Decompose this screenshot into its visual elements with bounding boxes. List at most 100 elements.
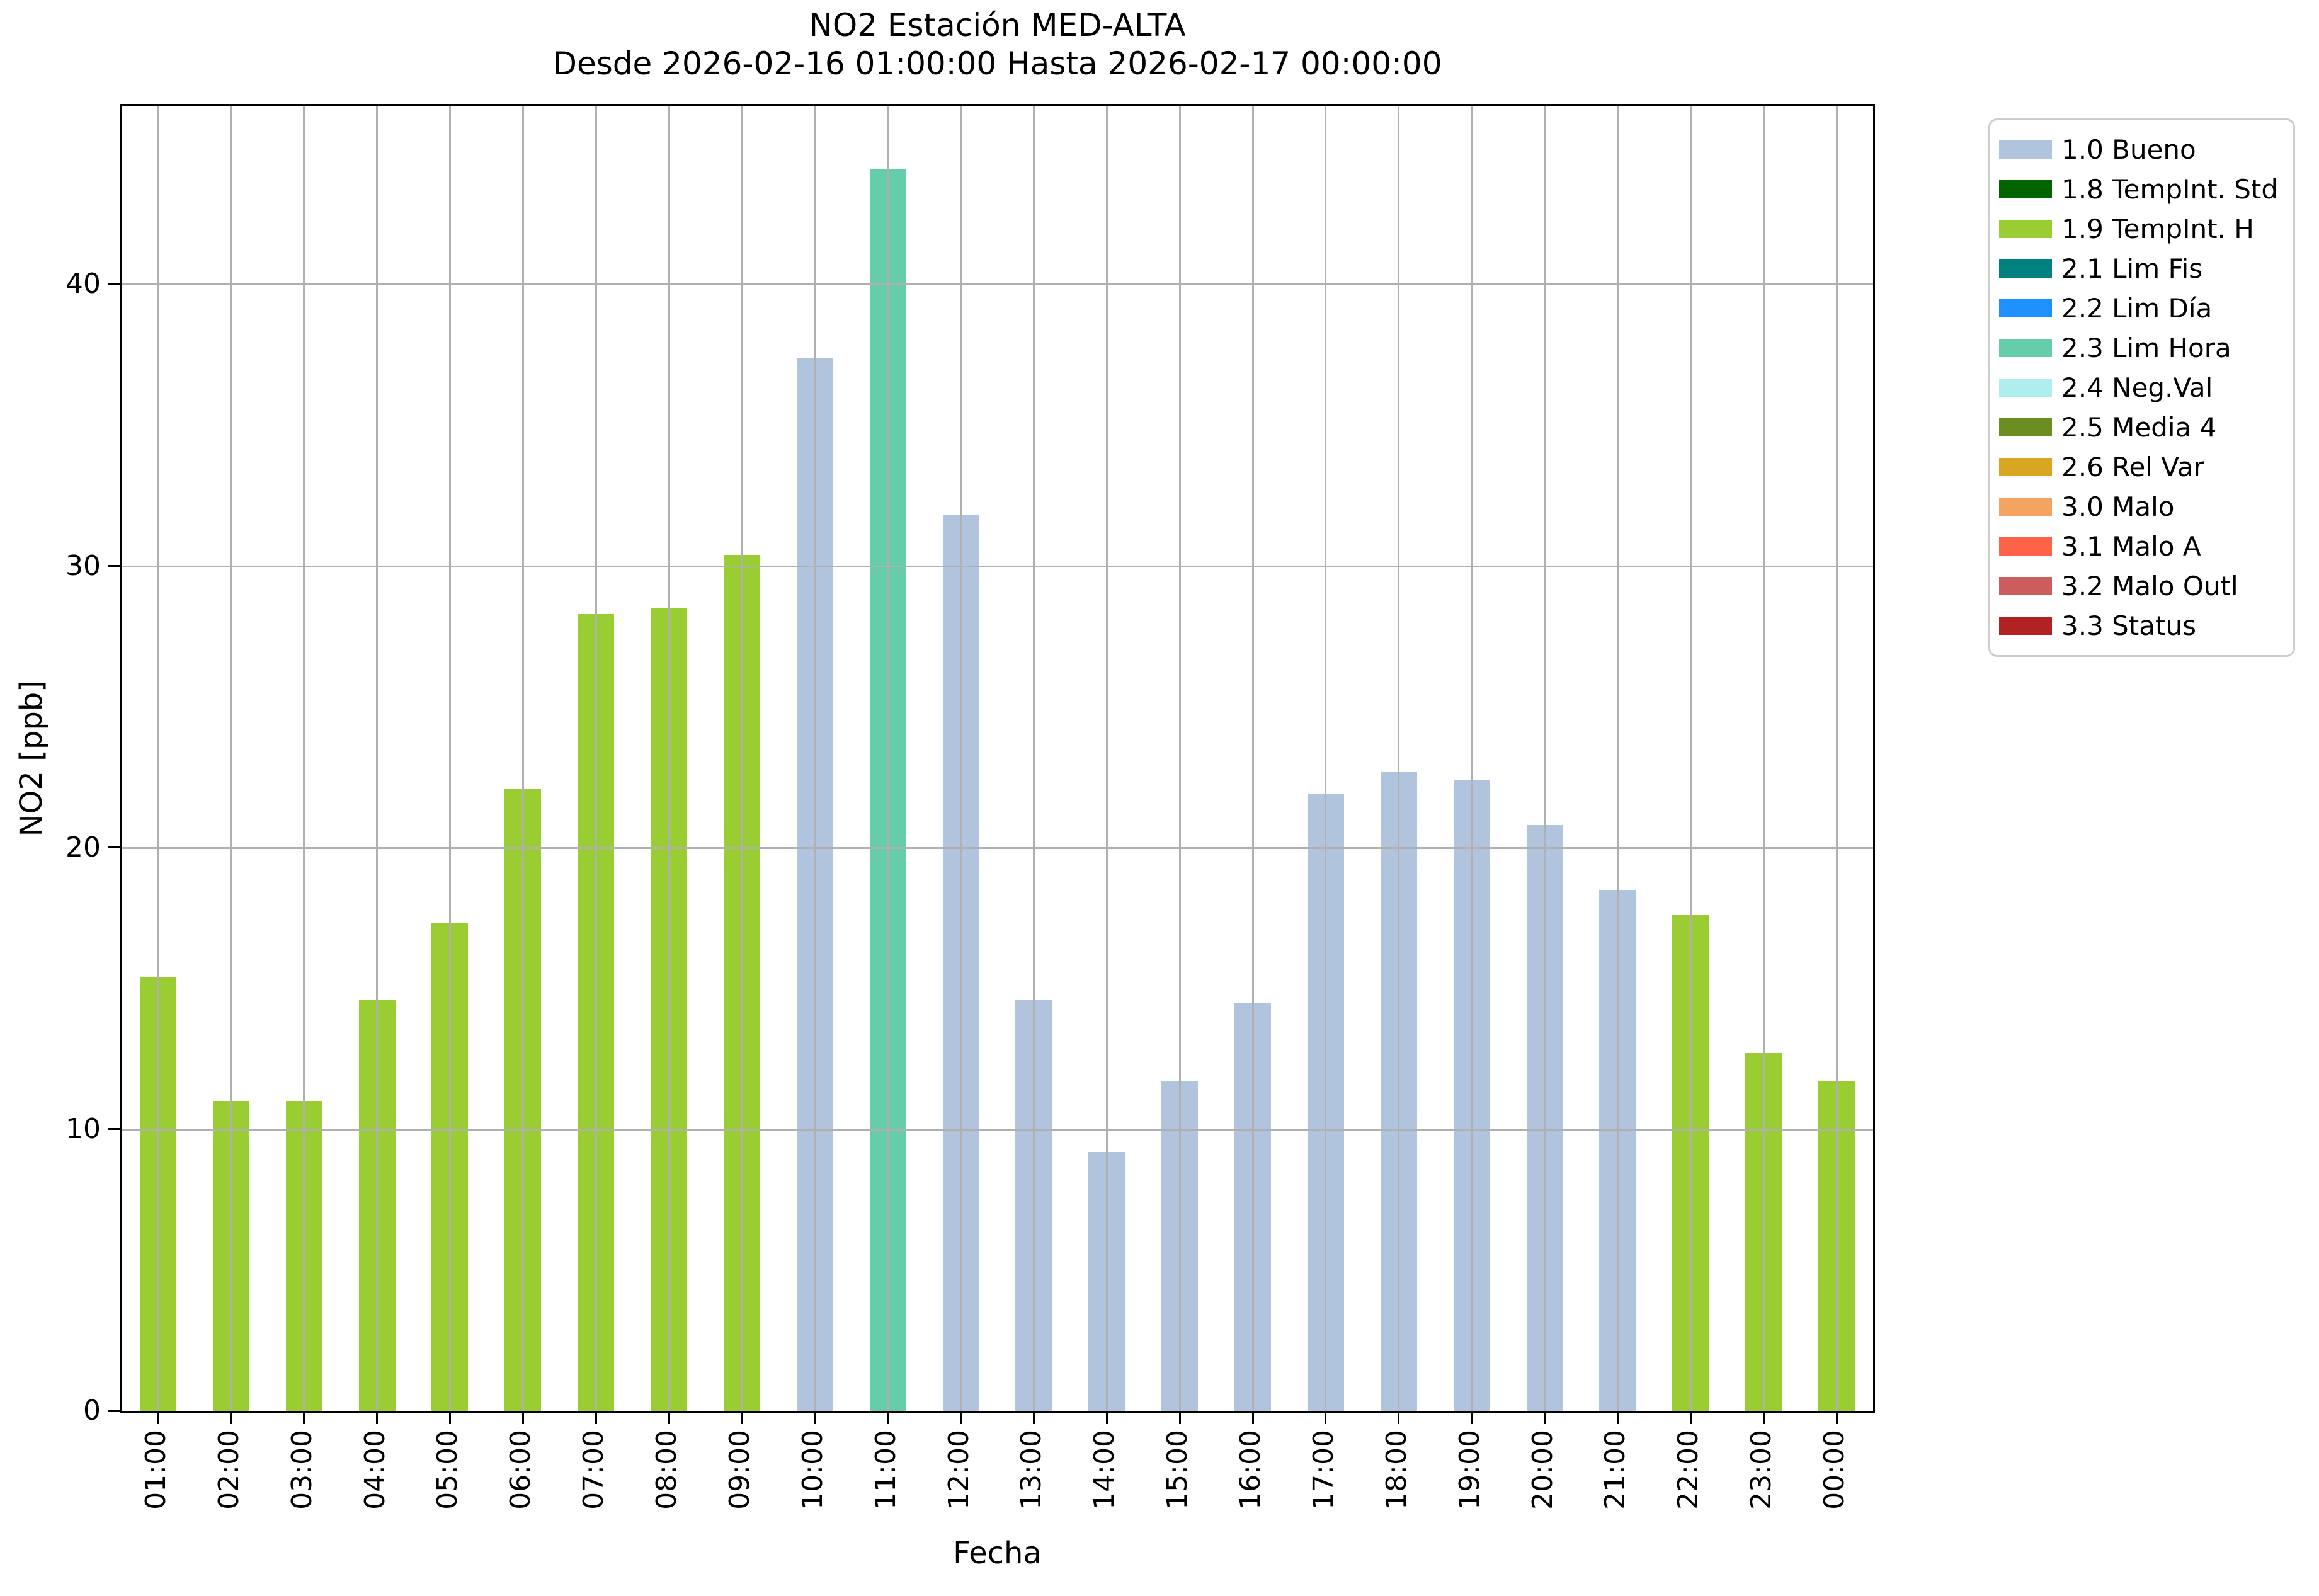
- legend: 1.0 Bueno 1.8 TempInt. Std 1.9 TempInt. H 2…: [1988, 118, 2295, 657]
- gridline-x-17:00: [1325, 106, 1327, 1411]
- gridline-x-15:00: [1178, 106, 1181, 1411]
- chart-title-block: NO2 Estación MED-ALTA Desde 2026-02-16 01…: [120, 6, 1875, 83]
- x-tick-label-01:00: 01:00: [139, 1430, 172, 1510]
- x-tick-19:00: [1471, 1413, 1473, 1424]
- gridline-x-09:00: [741, 106, 743, 1411]
- legend-label: 2.6 Rel Var: [2061, 452, 2204, 482]
- gridline-x-21:00: [1616, 106, 1619, 1411]
- x-tick-label-00:00: 00:00: [1818, 1430, 1851, 1510]
- legend-swatch-icon: [1999, 498, 2052, 516]
- x-tick-11:00: [887, 1413, 889, 1424]
- legend-item-2.4-Neg.Val: 2.4 Neg.Val: [1990, 368, 2293, 408]
- gridline-x-18:00: [1398, 106, 1400, 1411]
- x-tick-label-04:00: 04:00: [358, 1430, 391, 1510]
- x-tick-label-03:00: 03:00: [285, 1430, 318, 1510]
- legend-item-1.0-Bueno: 1.0 Bueno: [1990, 130, 2293, 169]
- plot-area: [120, 104, 1875, 1413]
- y-tick-20: [108, 846, 120, 849]
- x-tick-label-11:00: 11:00: [869, 1430, 902, 1510]
- x-tick-14:00: [1105, 1413, 1108, 1424]
- y-tick-label-10: 10: [66, 1112, 101, 1145]
- x-tick-15:00: [1178, 1413, 1181, 1424]
- x-axis-label: Fecha: [953, 1536, 1042, 1571]
- gridline-x-05:00: [448, 106, 451, 1411]
- x-tick-18:00: [1398, 1413, 1400, 1424]
- x-tick-17:00: [1325, 1413, 1327, 1424]
- y-tick-30: [108, 565, 120, 567]
- legend-label: 1.0 Bueno: [2061, 134, 2196, 165]
- gridline-x-08:00: [668, 106, 670, 1411]
- x-tick-label-16:00: 16:00: [1234, 1430, 1267, 1510]
- y-tick-label-30: 30: [66, 549, 101, 582]
- x-tick-02:00: [230, 1413, 232, 1424]
- x-tick-22:00: [1689, 1413, 1692, 1424]
- legend-label: 3.2 Malo Outl: [2061, 571, 2238, 601]
- legend-item-2.5-Media-4: 2.5 Media 4: [1990, 408, 2293, 447]
- gridline-x-04:00: [376, 106, 379, 1411]
- gridline-x-13:00: [1032, 106, 1035, 1411]
- x-tick-label-09:00: 09:00: [723, 1430, 756, 1510]
- gridline-x-07:00: [595, 106, 597, 1411]
- legend-swatch-icon: [1999, 537, 2052, 556]
- legend-label: 3.1 Malo A: [2061, 531, 2201, 562]
- legend-item-3.3-Status: 3.3 Status: [1990, 606, 2293, 646]
- legend-swatch-icon: [1999, 577, 2052, 595]
- legend-item-2.1-Lim-Fis: 2.1 Lim Fis: [1990, 249, 2293, 288]
- gridline-x-02:00: [230, 106, 232, 1411]
- x-tick-label-07:00: 07:00: [578, 1430, 610, 1510]
- gridline-x-00:00: [1835, 106, 1838, 1411]
- x-tick-label-02:00: 02:00: [212, 1430, 245, 1510]
- x-tick-label-06:00: 06:00: [504, 1430, 537, 1510]
- x-tick-label-12:00: 12:00: [942, 1430, 975, 1510]
- chart-title: NO2 Estación MED-ALTA: [809, 7, 1186, 43]
- gridline-x-01:00: [157, 106, 159, 1411]
- x-tick-label-20:00: 20:00: [1526, 1430, 1559, 1510]
- x-tick-10:00: [814, 1413, 816, 1424]
- legend-label: 2.2 Lim Día: [2061, 293, 2213, 324]
- x-tick-16:00: [1251, 1413, 1254, 1424]
- x-tick-label-19:00: 19:00: [1453, 1430, 1486, 1510]
- x-tick-label-15:00: 15:00: [1161, 1430, 1194, 1510]
- legend-label: 3.0 Malo: [2061, 491, 2175, 522]
- x-tick-label-05:00: 05:00: [431, 1430, 464, 1510]
- x-tick-label-23:00: 23:00: [1745, 1430, 1778, 1510]
- legend-swatch-icon: [1999, 220, 2052, 238]
- x-tick-05:00: [448, 1413, 451, 1424]
- legend-label: 3.3 Status: [2061, 610, 2196, 641]
- gridline-x-16:00: [1251, 106, 1254, 1411]
- x-tick-03:00: [303, 1413, 305, 1424]
- x-tick-13:00: [1032, 1413, 1035, 1424]
- x-tick-label-10:00: 10:00: [796, 1430, 829, 1510]
- gridline-x-11:00: [887, 106, 889, 1411]
- x-tick-label-21:00: 21:00: [1599, 1430, 1632, 1510]
- legend-swatch-icon: [1999, 259, 2052, 278]
- legend-label: 1.8 TempInt. Std: [2061, 174, 2279, 205]
- x-tick-01:00: [157, 1413, 159, 1424]
- legend-swatch-icon: [1999, 339, 2052, 357]
- legend-label: 2.3 Lim Hora: [2061, 333, 2231, 363]
- gridline-x-12:00: [960, 106, 962, 1411]
- y-tick-0: [108, 1410, 120, 1412]
- x-tick-label-14:00: 14:00: [1088, 1430, 1121, 1510]
- x-tick-00:00: [1835, 1413, 1838, 1424]
- legend-swatch-icon: [1999, 617, 2052, 635]
- gridline-y-40: [122, 283, 1873, 286]
- y-tick-label-20: 20: [66, 831, 101, 864]
- legend-label: 2.4 Neg.Val: [2061, 372, 2213, 403]
- x-tick-23:00: [1762, 1413, 1765, 1424]
- y-tick-40: [108, 283, 120, 285]
- x-tick-label-08:00: 08:00: [651, 1430, 683, 1510]
- legend-item-3.2-Malo-Outl: 3.2 Malo Outl: [1990, 566, 2293, 606]
- x-tick-06:00: [521, 1413, 524, 1424]
- gridline-x-23:00: [1762, 106, 1765, 1411]
- gridline-y-20: [122, 846, 1873, 849]
- legend-item-2.6-Rel-Var: 2.6 Rel Var: [1990, 447, 2293, 487]
- legend-swatch-icon: [1999, 180, 2052, 198]
- x-tick-04:00: [376, 1413, 379, 1424]
- x-tick-label-22:00: 22:00: [1672, 1430, 1705, 1510]
- x-tick-label-13:00: 13:00: [1015, 1430, 1048, 1510]
- x-tick-21:00: [1616, 1413, 1619, 1424]
- gridline-x-22:00: [1689, 106, 1692, 1411]
- gridline-y-10: [122, 1128, 1873, 1131]
